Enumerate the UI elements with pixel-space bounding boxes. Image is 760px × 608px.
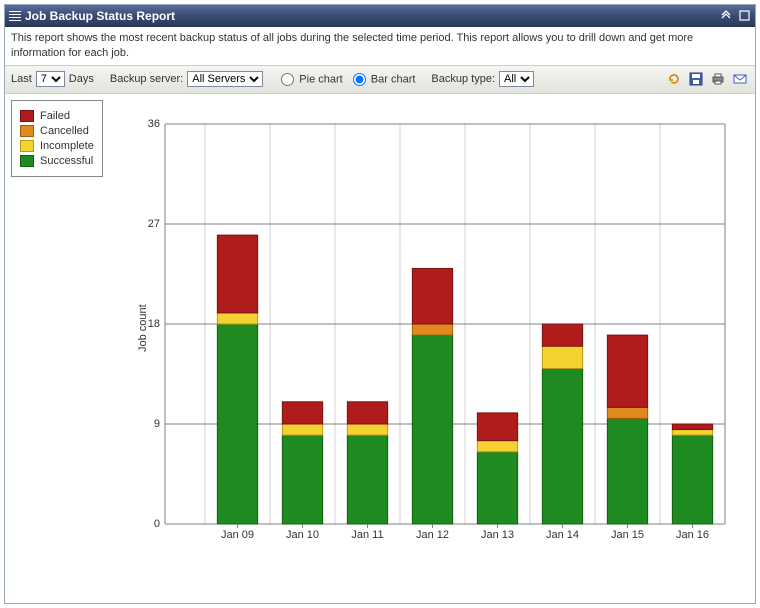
bar-segment-failed[interactable] (217, 235, 257, 313)
last-label: Last (11, 73, 32, 85)
legend-label: Incomplete (40, 140, 94, 152)
toolbar: Last 7 Days Backup server: All Servers P… (5, 66, 755, 94)
bar-segment-cancelled[interactable] (607, 407, 647, 418)
days-select[interactable]: 7 (36, 71, 65, 87)
bar-segment-incomplete[interactable] (672, 429, 712, 435)
x-tick-label: Jan 13 (481, 524, 514, 541)
titlebar: Job Backup Status Report (5, 5, 755, 27)
bar-segment-incomplete[interactable] (217, 313, 257, 324)
legend-label: Successful (40, 155, 93, 167)
bar-segment-successful[interactable] (672, 435, 712, 524)
backup-type-label: Backup type: (431, 73, 495, 85)
backup-server-label: Backup server: (110, 73, 183, 85)
bar-segment-successful[interactable] (477, 451, 517, 523)
maximize-icon[interactable] (737, 9, 751, 23)
backup-type-select[interactable]: All (499, 71, 534, 87)
y-tick-label: 27 (148, 218, 165, 230)
legend-label: Failed (40, 110, 70, 122)
bar-chart-radio-wrap[interactable]: Bar chart (347, 73, 416, 86)
refresh-icon[interactable] (665, 70, 683, 88)
chart-plot: 09182736Jan 09Jan 10Jan 11Jan 12Jan 13Ja… (165, 124, 725, 524)
days-suffix: Days (69, 73, 94, 85)
y-tick-label: 36 (148, 118, 165, 130)
bar-segment-failed[interactable] (607, 335, 647, 407)
x-tick-label: Jan 14 (546, 524, 579, 541)
bar-chart-radio[interactable] (353, 73, 366, 86)
bar-segment-incomplete[interactable] (347, 424, 387, 435)
legend-item-successful: Successful (20, 155, 94, 167)
legend-item-cancelled: Cancelled (20, 125, 94, 137)
panel-title: Job Backup Status Report (25, 9, 175, 23)
legend-swatch (20, 110, 34, 122)
bar-segment-failed[interactable] (412, 268, 452, 324)
chart-legend: Failed Cancelled Incomplete Successful (11, 100, 103, 177)
print-icon[interactable] (709, 70, 727, 88)
bar-segment-successful[interactable] (607, 418, 647, 524)
bar-segment-failed[interactable] (477, 413, 517, 441)
bar-segment-failed[interactable] (672, 424, 712, 430)
bar-segment-successful[interactable] (542, 368, 582, 524)
x-tick-label: Jan 10 (286, 524, 319, 541)
y-tick-label: 9 (154, 418, 165, 430)
menu-icon[interactable] (9, 11, 21, 21)
bar-segment-incomplete[interactable] (282, 424, 322, 435)
bar-segment-failed[interactable] (282, 401, 322, 423)
bar-segment-failed[interactable] (542, 324, 582, 346)
legend-swatch (20, 140, 34, 152)
backup-server-select[interactable]: All Servers (187, 71, 263, 87)
legend-swatch (20, 155, 34, 167)
x-tick-label: Jan 09 (221, 524, 254, 541)
bar-segment-successful[interactable] (217, 324, 257, 524)
pie-chart-radio-wrap[interactable]: Pie chart (275, 73, 342, 86)
y-tick-label: 0 (154, 518, 165, 530)
bar-segment-successful[interactable] (282, 435, 322, 524)
pie-chart-radio[interactable] (281, 73, 294, 86)
bar-segment-successful[interactable] (412, 335, 452, 524)
collapse-icon[interactable] (719, 9, 733, 23)
bar-chart-label: Bar chart (371, 73, 416, 85)
report-description: This report shows the most recent backup… (5, 27, 755, 66)
legend-item-failed: Failed (20, 110, 94, 122)
x-tick-label: Jan 11 (351, 524, 383, 541)
x-tick-label: Jan 15 (611, 524, 644, 541)
pie-chart-label: Pie chart (299, 73, 342, 85)
legend-swatch (20, 125, 34, 137)
bar-segment-incomplete[interactable] (542, 346, 582, 368)
report-panel: Job Backup Status Report This report sho… (4, 4, 756, 604)
bar-segment-failed[interactable] (347, 401, 387, 423)
x-tick-label: Jan 16 (676, 524, 709, 541)
bar-segment-successful[interactable] (347, 435, 387, 524)
chart-area: FailedCancelledIncompleteSuccessful Job … (5, 94, 755, 603)
legend-item-incomplete: Incomplete (20, 140, 94, 152)
bar-segment-incomplete[interactable] (477, 440, 517, 451)
email-icon[interactable] (731, 70, 749, 88)
x-tick-label: Jan 12 (416, 524, 449, 541)
save-icon[interactable] (687, 70, 705, 88)
bar-segment-cancelled[interactable] (412, 324, 452, 335)
legend-label: Cancelled (40, 125, 89, 137)
y-tick-label: 18 (148, 318, 165, 330)
